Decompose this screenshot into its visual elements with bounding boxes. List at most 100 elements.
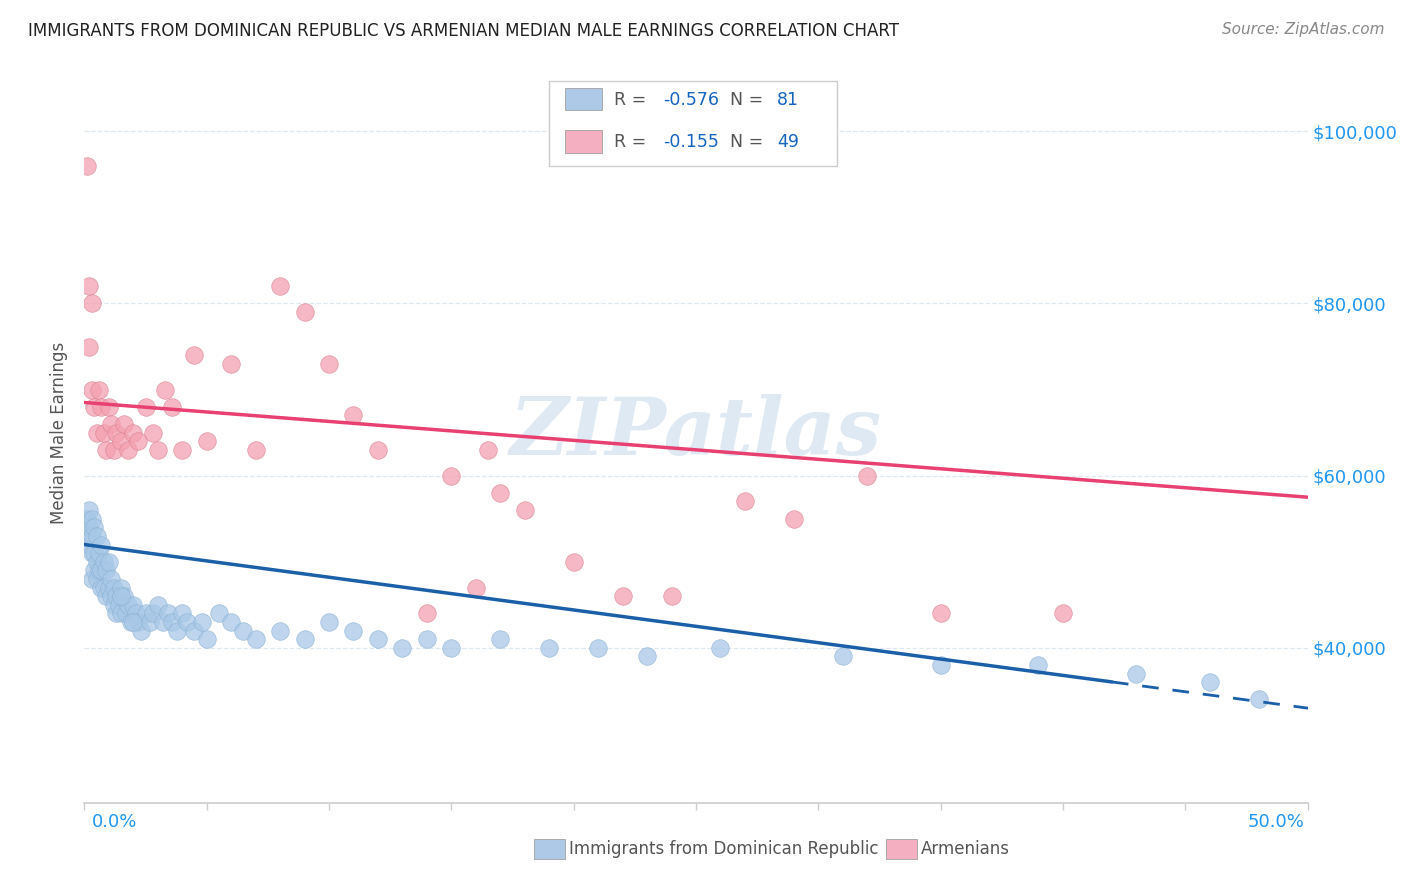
Point <box>612 589 634 603</box>
Point <box>90 537 112 551</box>
Point <box>77 279 100 293</box>
Point <box>152 615 174 629</box>
Point <box>162 400 184 414</box>
Point <box>86 555 108 569</box>
Point <box>464 581 486 595</box>
Point <box>117 598 139 612</box>
Point <box>135 400 157 414</box>
Point <box>135 607 157 621</box>
Text: -0.155: -0.155 <box>664 133 718 151</box>
Bar <box>565 87 602 110</box>
Point <box>294 632 316 647</box>
Text: Armenians: Armenians <box>921 840 1010 858</box>
Point <box>80 383 103 397</box>
Point <box>122 425 145 440</box>
Point <box>90 581 112 595</box>
Point <box>142 425 165 440</box>
Point <box>172 442 194 457</box>
Point <box>245 442 267 457</box>
Point <box>100 589 122 603</box>
Point <box>110 607 132 621</box>
FancyBboxPatch shape <box>550 81 837 166</box>
Point <box>97 581 120 595</box>
Point <box>318 357 340 371</box>
Point <box>120 615 142 629</box>
Point <box>76 512 98 526</box>
Text: 50.0%: 50.0% <box>1249 814 1305 831</box>
Point <box>129 624 152 638</box>
Point <box>83 563 105 577</box>
Point <box>195 434 218 449</box>
Point <box>80 512 103 526</box>
Point <box>127 434 149 449</box>
Point <box>183 348 205 362</box>
Point <box>440 468 463 483</box>
Point <box>105 607 128 621</box>
Point <box>172 607 194 621</box>
Point <box>77 503 100 517</box>
Point <box>139 615 162 629</box>
Point <box>93 555 115 569</box>
Point <box>489 632 512 647</box>
Point <box>87 383 110 397</box>
Point <box>100 572 122 586</box>
Point <box>153 383 176 397</box>
Point <box>97 555 120 569</box>
Point <box>96 563 118 577</box>
Point <box>166 624 188 638</box>
Point <box>107 598 129 612</box>
Point <box>208 607 231 621</box>
Point <box>80 296 103 310</box>
Point <box>90 563 112 577</box>
Point <box>110 581 132 595</box>
Point <box>489 486 512 500</box>
Point <box>367 442 389 457</box>
Point <box>146 442 169 457</box>
Point <box>232 624 254 638</box>
Point <box>513 503 536 517</box>
Point <box>416 607 439 621</box>
Point <box>416 632 439 647</box>
Point <box>127 615 149 629</box>
Point <box>562 555 585 569</box>
Point <box>709 640 731 655</box>
Point <box>80 572 103 586</box>
Text: ZIPatlas: ZIPatlas <box>510 394 882 471</box>
Point <box>83 400 105 414</box>
Text: R =: R = <box>614 91 652 109</box>
Point <box>77 339 100 353</box>
Point <box>115 607 138 621</box>
Point <box>80 546 103 560</box>
Point <box>93 581 115 595</box>
Point <box>100 417 122 431</box>
Point <box>83 520 105 534</box>
Point <box>112 417 135 431</box>
Point <box>122 615 145 629</box>
Point <box>342 409 364 423</box>
Text: -0.576: -0.576 <box>664 91 718 109</box>
Point <box>440 640 463 655</box>
Text: Source: ZipAtlas.com: Source: ZipAtlas.com <box>1222 22 1385 37</box>
Point <box>176 615 198 629</box>
Point <box>477 442 499 457</box>
Point <box>103 442 125 457</box>
Point <box>103 581 125 595</box>
Text: N =: N = <box>730 133 769 151</box>
Point <box>856 468 879 483</box>
Point <box>162 615 184 629</box>
Point <box>219 615 242 629</box>
Bar <box>565 130 602 153</box>
Point <box>77 520 100 534</box>
Point <box>97 400 120 414</box>
Point <box>112 589 135 603</box>
Point <box>1247 692 1270 706</box>
Point <box>87 546 110 560</box>
Point <box>117 442 139 457</box>
Point <box>191 615 214 629</box>
Point <box>156 607 179 621</box>
Point <box>245 632 267 647</box>
Point <box>90 400 112 414</box>
Text: Immigrants from Dominican Republic: Immigrants from Dominican Republic <box>569 840 879 858</box>
Point <box>110 434 132 449</box>
Point <box>783 512 806 526</box>
